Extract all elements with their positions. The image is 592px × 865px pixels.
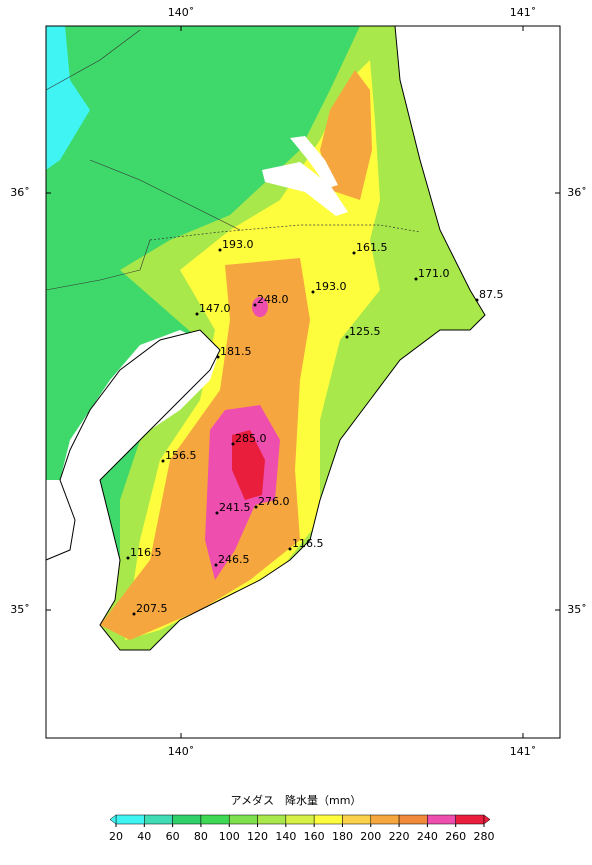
station-value: 193.0 [315, 280, 347, 293]
station-value: 285.0 [235, 432, 267, 445]
colorbar-tick-label: 40 [137, 830, 151, 843]
band-240-260 [252, 297, 268, 317]
colorbar-band [144, 814, 173, 825]
station-dot [132, 612, 136, 616]
station-dot [214, 563, 218, 567]
colorbar-band [228, 814, 258, 825]
colorbar-tick-label: 120 [247, 830, 268, 843]
station-value: 161.5 [356, 241, 388, 254]
station-dot [253, 303, 257, 307]
lat-label: 35˚ [567, 603, 587, 616]
lon-label: 141˚ [510, 745, 537, 758]
station-dot [345, 335, 349, 339]
colorbar-tick-label: 140 [275, 830, 296, 843]
colorbar-arrow [483, 814, 491, 825]
station-dot [218, 248, 222, 252]
lon-label: 140˚ [168, 6, 195, 19]
station-dot [161, 459, 165, 463]
colorbar-arrow [109, 814, 117, 825]
station-dot [288, 547, 292, 551]
map-fill [45, 25, 561, 739]
colorbar-band [285, 814, 315, 825]
station-dot [231, 442, 235, 446]
colorbar-tick-label: 180 [332, 830, 353, 843]
colorbar-tick-label: 200 [360, 830, 381, 843]
station-value: 171.0 [418, 267, 450, 280]
lat-label: 36˚ [10, 186, 30, 199]
prefecture-border [149, 224, 421, 241]
colorbar-band [172, 814, 202, 825]
prefecture-border [45, 239, 151, 291]
station-dot [352, 251, 356, 255]
station-value: 193.0 [222, 238, 254, 251]
colorbar-tick-label: 80 [194, 830, 208, 843]
colorbar-band [257, 814, 287, 825]
station-dot [254, 505, 258, 509]
station-value: 116.5 [130, 546, 162, 559]
station-value: 241.5 [219, 501, 251, 514]
lake [262, 162, 348, 216]
station-dot [195, 312, 199, 316]
colorbar-tick-label: 100 [219, 830, 240, 843]
lake [290, 136, 338, 188]
lat-label: 36˚ [567, 186, 587, 199]
colorbar-band [115, 814, 145, 825]
colorbar-band [427, 814, 456, 825]
colorbar-tick-label: 220 [389, 830, 410, 843]
prefecture-border [89, 159, 241, 231]
colorbar-band [398, 814, 428, 825]
lon-label: 141˚ [510, 6, 537, 19]
prefecture-border [45, 29, 141, 91]
colorbar-tick-label: 20 [109, 830, 123, 843]
colorbar-tick-label: 60 [166, 830, 180, 843]
band-200-240-north [320, 70, 372, 200]
band-20-40 [46, 26, 90, 170]
station-dot [475, 298, 479, 302]
tokyo-bay [70, 330, 220, 480]
map-frame [45, 25, 561, 739]
band-200-240 [100, 258, 310, 640]
station-dot [311, 290, 315, 294]
station-dot [414, 277, 418, 281]
colorbar-band [370, 814, 400, 825]
station-value: 181.5 [220, 345, 252, 358]
station-value: 246.5 [218, 553, 250, 566]
station-value: 248.0 [257, 293, 289, 306]
band-260-280 [232, 430, 265, 500]
station-value: 116.5 [292, 537, 324, 550]
station-value: 156.5 [165, 449, 197, 462]
colorbar-tick-label: 160 [304, 830, 325, 843]
station-dot [216, 355, 220, 359]
colorbar-band [455, 814, 485, 825]
legend-title: アメダス 降水量（mm） [231, 793, 362, 807]
coastline [45, 25, 486, 651]
colorbar-tick-label: 240 [417, 830, 438, 843]
station-value: 207.5 [136, 602, 168, 615]
station-value: 125.5 [349, 325, 381, 338]
outer-sea [46, 26, 560, 738]
colorbar-tick-label: 260 [445, 830, 466, 843]
station-value: 87.5 [479, 288, 504, 301]
lon-label: 140˚ [168, 745, 195, 758]
station-value: 147.0 [199, 302, 231, 315]
colorbar-band [200, 814, 230, 825]
colorbar-band [313, 814, 343, 825]
station-dot [215, 511, 219, 515]
colorbar-tick-label: 280 [474, 830, 495, 843]
station-value: 276.0 [258, 495, 290, 508]
colorbar-band [342, 814, 372, 825]
lat-label: 35˚ [10, 603, 30, 616]
station-dot [126, 556, 130, 560]
